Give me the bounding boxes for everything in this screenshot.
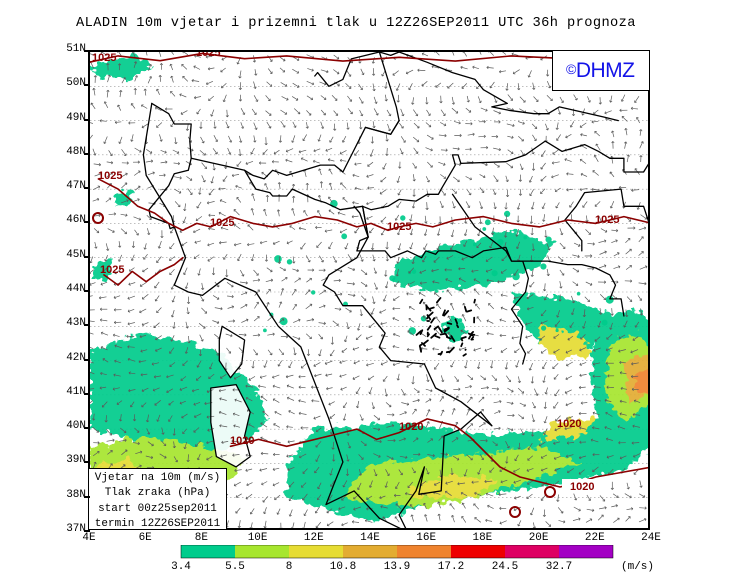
svg-text:1025: 1025: [92, 52, 116, 64]
svg-text:1025: 1025: [100, 264, 124, 276]
svg-text:1025: 1025: [210, 217, 234, 229]
svg-text:1020: 1020: [570, 481, 594, 493]
svg-text:1025: 1025: [98, 170, 122, 182]
svg-text:1025: 1025: [196, 52, 220, 59]
svg-text:1025: 1025: [387, 221, 411, 233]
svg-text:1020: 1020: [230, 435, 254, 447]
svg-text:1025: 1025: [595, 214, 619, 226]
svg-text:1020: 1020: [399, 421, 423, 433]
svg-text:1020: 1020: [557, 418, 581, 430]
